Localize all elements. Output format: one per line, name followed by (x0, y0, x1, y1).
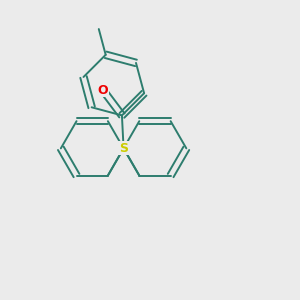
Text: N: N (118, 142, 129, 155)
Text: O: O (98, 84, 108, 97)
Text: S: S (119, 142, 128, 155)
